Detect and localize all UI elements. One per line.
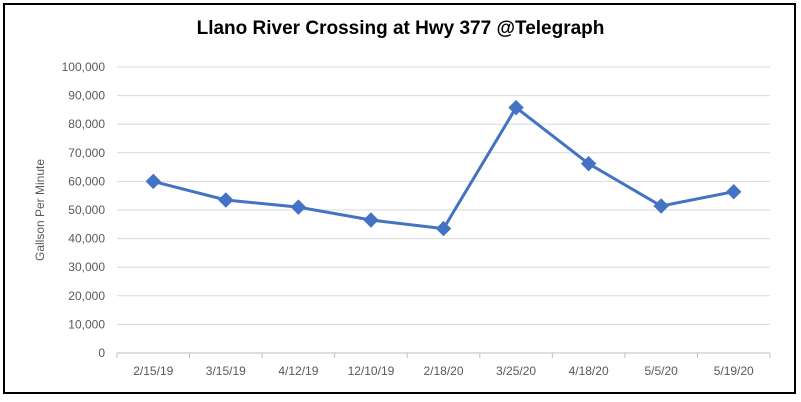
x-tick-label: 5/19/20	[714, 364, 754, 378]
grid-layer	[117, 66, 770, 354]
data-point	[580, 155, 597, 172]
y-tick-label: 70,000	[68, 146, 105, 160]
data-point	[508, 99, 524, 116]
y-tick-label: 50,000	[68, 203, 105, 217]
y-tick-label: 10,000	[68, 317, 105, 331]
y-axis-label: Gallson Per Minute	[33, 159, 47, 261]
data-point	[363, 212, 379, 228]
x-tick-marks	[116, 353, 771, 358]
y-tick-label: 40,000	[68, 232, 105, 246]
y-tick-label: 100,000	[62, 60, 106, 74]
x-tick-label: 4/12/19	[278, 364, 318, 378]
x-tick-labels: 2/15/19 3/15/19 4/12/19 12/10/19 2/18/20 3/25…	[133, 364, 754, 378]
data-point	[145, 173, 161, 190]
x-tick-label: 4/18/20	[569, 364, 609, 378]
chart-title: Llano River Crossing at Hwy 377 @Telegra…	[196, 18, 605, 39]
x-tick-label: 3/25/20	[496, 364, 536, 378]
y-tick-label: 60,000	[68, 174, 105, 188]
x-tick-label: 2/18/20	[423, 364, 463, 378]
y-tick-label: 30,000	[68, 260, 105, 274]
data-point	[435, 220, 452, 237]
y-tick-label: 0	[98, 346, 105, 360]
data-point	[653, 198, 669, 214]
y-tick-label: 20,000	[68, 289, 105, 303]
x-tick-label: 12/10/19	[348, 364, 395, 378]
x-tick-label: 3/15/19	[206, 364, 246, 378]
y-tick-label: 90,000	[68, 89, 105, 103]
series-layer	[145, 99, 742, 237]
y-tick-label: 80,000	[68, 117, 105, 131]
x-tick-label: 2/15/19	[133, 364, 173, 378]
data-point	[290, 199, 307, 215]
data-point	[726, 183, 742, 200]
data-point	[218, 192, 234, 208]
chart-frame	[3, 3, 796, 394]
y-tick-labels: 0 10,000 20,000 30,000 40,000 50,000 60,000 70,…	[62, 60, 106, 360]
x-tick-label: 5/5/20	[644, 364, 678, 378]
